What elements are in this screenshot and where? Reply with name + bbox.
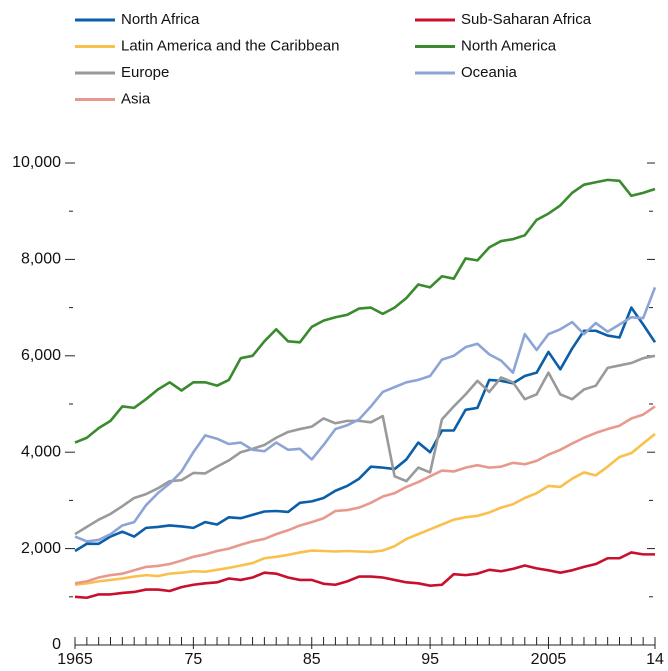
legend-label: Europe	[121, 64, 169, 81]
series-line	[74, 551, 655, 600]
x-tick-label: 75	[184, 651, 202, 668]
x-tick-label: 95	[421, 651, 439, 668]
x-tick-label: 85	[303, 651, 321, 668]
series-line	[74, 432, 656, 587]
legend-label: North Africa	[121, 11, 200, 28]
x-tick-label: 2005	[531, 651, 567, 668]
x-tick-label: 1965	[57, 651, 93, 668]
series-line	[74, 405, 656, 585]
y-tick-label: 2,000	[21, 540, 61, 557]
series-line	[74, 178, 656, 444]
y-tick-label: 10,000	[12, 154, 61, 171]
legend-label: Oceania	[461, 64, 518, 81]
legend-label: Asia	[121, 90, 151, 107]
y-tick-label: 8,000	[21, 251, 61, 268]
x-tick-label: 14	[646, 651, 664, 668]
legend-label: North America	[461, 37, 557, 54]
series-line	[74, 306, 657, 553]
y-tick-label: 4,000	[21, 443, 61, 460]
series-line	[74, 286, 657, 543]
y-tick-label: 0	[52, 636, 61, 653]
legend-label: Sub-Saharan Africa	[461, 11, 592, 28]
legend-label: Latin America and the Caribbean	[121, 37, 339, 54]
y-tick-label: 6,000	[21, 347, 61, 364]
